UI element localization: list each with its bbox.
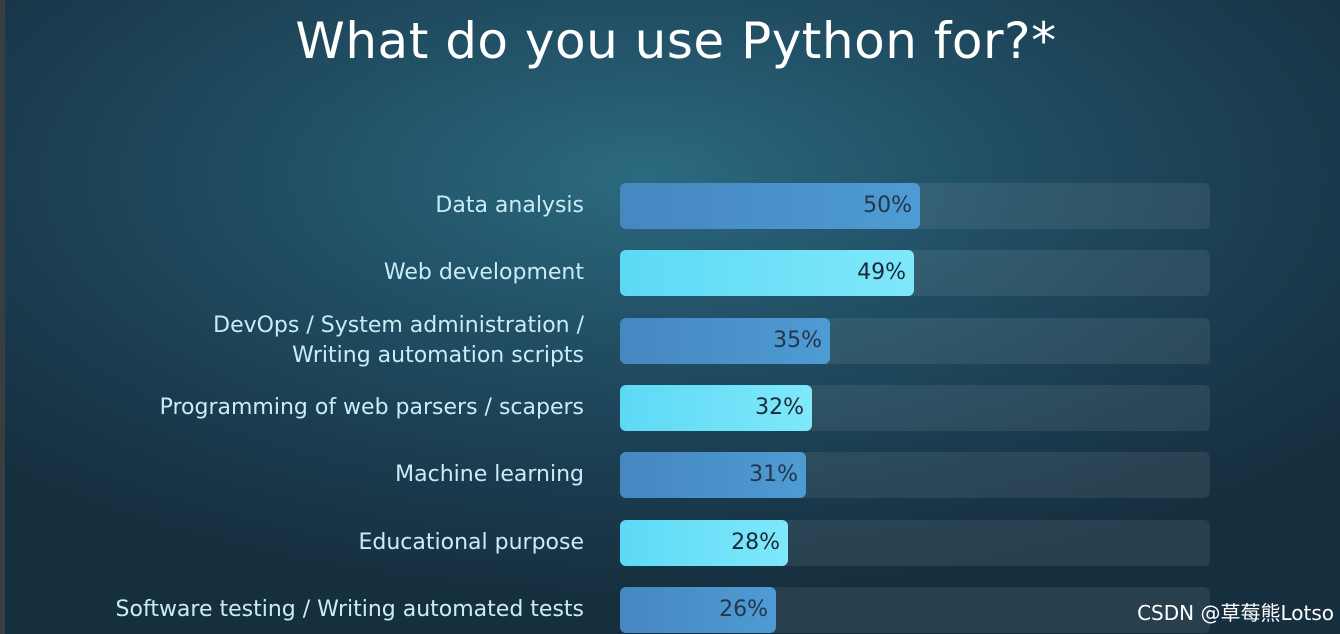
category-label: DevOps / System administration / Writing … [24, 311, 584, 371]
bar-value-label: 28% [731, 530, 780, 555]
category-label-line: Programming of web parsers / scapers [159, 395, 584, 420]
category-label: Machine learning [24, 460, 584, 490]
bar [620, 250, 914, 296]
category-label-line: Machine learning [395, 462, 584, 487]
bar-value-label: 32% [755, 395, 804, 420]
bar-value-label: 26% [719, 597, 768, 622]
left-edge-border [0, 0, 5, 634]
bar [620, 520, 788, 566]
category-label: Software testing / Writing automated tes… [24, 595, 584, 625]
bar [620, 183, 920, 229]
category-label-line: Data analysis [435, 193, 584, 218]
category-label: Data analysis [24, 191, 584, 221]
bar-value-label: 35% [773, 328, 822, 353]
chart-title: What do you use Python for?* [295, 12, 1057, 70]
category-label-line: Writing automation scripts [292, 343, 584, 368]
bar [620, 385, 812, 431]
category-label: Web development [24, 258, 584, 288]
category-label-line: Software testing / Writing automated tes… [115, 597, 584, 622]
category-label: Educational purpose [24, 528, 585, 558]
category-label-line: Web development [383, 260, 584, 285]
watermark: CSDN @草莓熊Lotso [1137, 601, 1334, 625]
bar-value-label: 50% [863, 193, 912, 218]
bar [620, 587, 776, 633]
category-label-line: Educational purpose [358, 530, 585, 555]
bar [620, 452, 806, 498]
bar-value-label: 49% [857, 260, 906, 285]
category-label-line: DevOps / System administration / [213, 313, 584, 338]
category-label: Programming of web parsers / scapers [24, 393, 584, 423]
bar [620, 318, 830, 364]
bar-value-label: 31% [749, 462, 798, 487]
